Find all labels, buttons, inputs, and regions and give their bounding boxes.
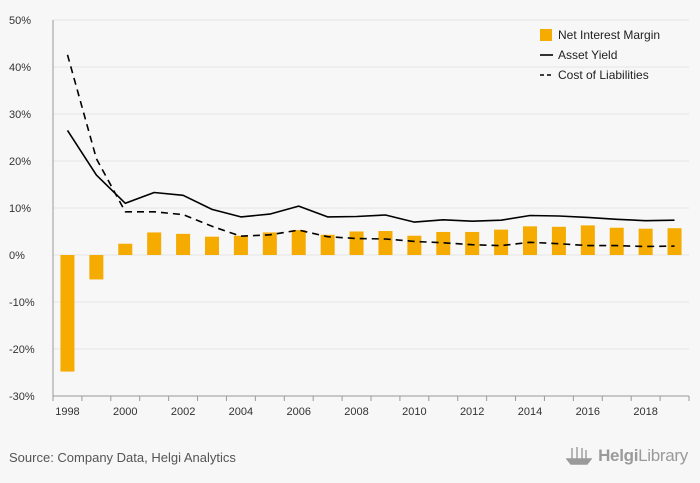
- net-interest-margin-chart: -30% -20% -10% 0% 10% 20% 30% 40% 50% 1998 2000 20…: [9, 15, 690, 418]
- legend-swatch: [540, 29, 552, 41]
- x-tick-label: 2006: [286, 406, 310, 418]
- bar: [378, 231, 393, 255]
- y-tick-label: 0%: [9, 250, 25, 262]
- y-tick-label: 30%: [9, 109, 31, 121]
- x-tick-label: 2008: [344, 406, 368, 418]
- bar: [436, 231, 451, 255]
- bar: [233, 235, 248, 255]
- bar: [638, 228, 653, 255]
- bar: [118, 243, 133, 255]
- x-tick-label: 2014: [518, 406, 542, 418]
- x-axis-ticks: 1998 2000 2002 2004 2006 2008 2010 2012 2014 2016…: [52, 396, 690, 418]
- bar: [494, 229, 509, 255]
- asset-yield-line: [66, 129, 675, 223]
- legend-label: Cost of Liabilities: [558, 68, 649, 82]
- bar: [60, 255, 75, 372]
- bar: [580, 225, 595, 255]
- line-series: [66, 54, 675, 248]
- source-note: Source: Company Data, Helgi Analytics: [9, 450, 236, 465]
- x-tick-label: 2016: [576, 406, 600, 418]
- logo-text-bold: Helgi: [598, 446, 639, 465]
- bar: [291, 230, 306, 255]
- y-tick-label: -10%: [9, 297, 35, 309]
- bar: [262, 232, 277, 255]
- bar-series: [60, 225, 682, 372]
- bar: [320, 234, 335, 255]
- legend-label: Net Interest Margin: [558, 28, 660, 42]
- bar: [523, 226, 537, 255]
- legend-label: Asset Yield: [558, 48, 617, 62]
- x-tick-label: 2010: [402, 406, 426, 418]
- legend: Net Interest Margin Asset Yield Cost of Li…: [540, 28, 660, 82]
- x-tick-label: 2002: [171, 406, 195, 418]
- bar: [407, 235, 422, 255]
- bar: [609, 227, 624, 255]
- logo-text-light: Library: [638, 446, 688, 465]
- bar: [349, 231, 364, 255]
- helgi-library-logo: HelgiLibrary: [566, 446, 688, 466]
- x-tick-label: 2000: [113, 406, 137, 418]
- y-tick-label: 10%: [9, 203, 31, 215]
- y-tick-label: 40%: [9, 62, 31, 74]
- bar: [205, 236, 219, 255]
- y-tick-label: -20%: [9, 344, 35, 356]
- bar: [147, 232, 162, 255]
- bar: [89, 255, 104, 280]
- y-tick-label: -30%: [9, 391, 35, 403]
- bar: [551, 226, 566, 255]
- x-tick-label: 1998: [55, 406, 79, 418]
- y-tick-label: 20%: [9, 156, 31, 168]
- x-tick-label: 2004: [229, 406, 253, 418]
- y-tick-label: 50%: [9, 15, 31, 27]
- bar: [465, 231, 480, 255]
- x-tick-label: 2018: [633, 406, 657, 418]
- x-tick-label: 2012: [460, 406, 484, 418]
- y-axis-ticks: -30% -20% -10% 0% 10% 20% 30% 40% 50%: [9, 15, 35, 403]
- bar: [176, 233, 191, 255]
- ship-icon: [566, 447, 593, 465]
- bar: [667, 228, 682, 255]
